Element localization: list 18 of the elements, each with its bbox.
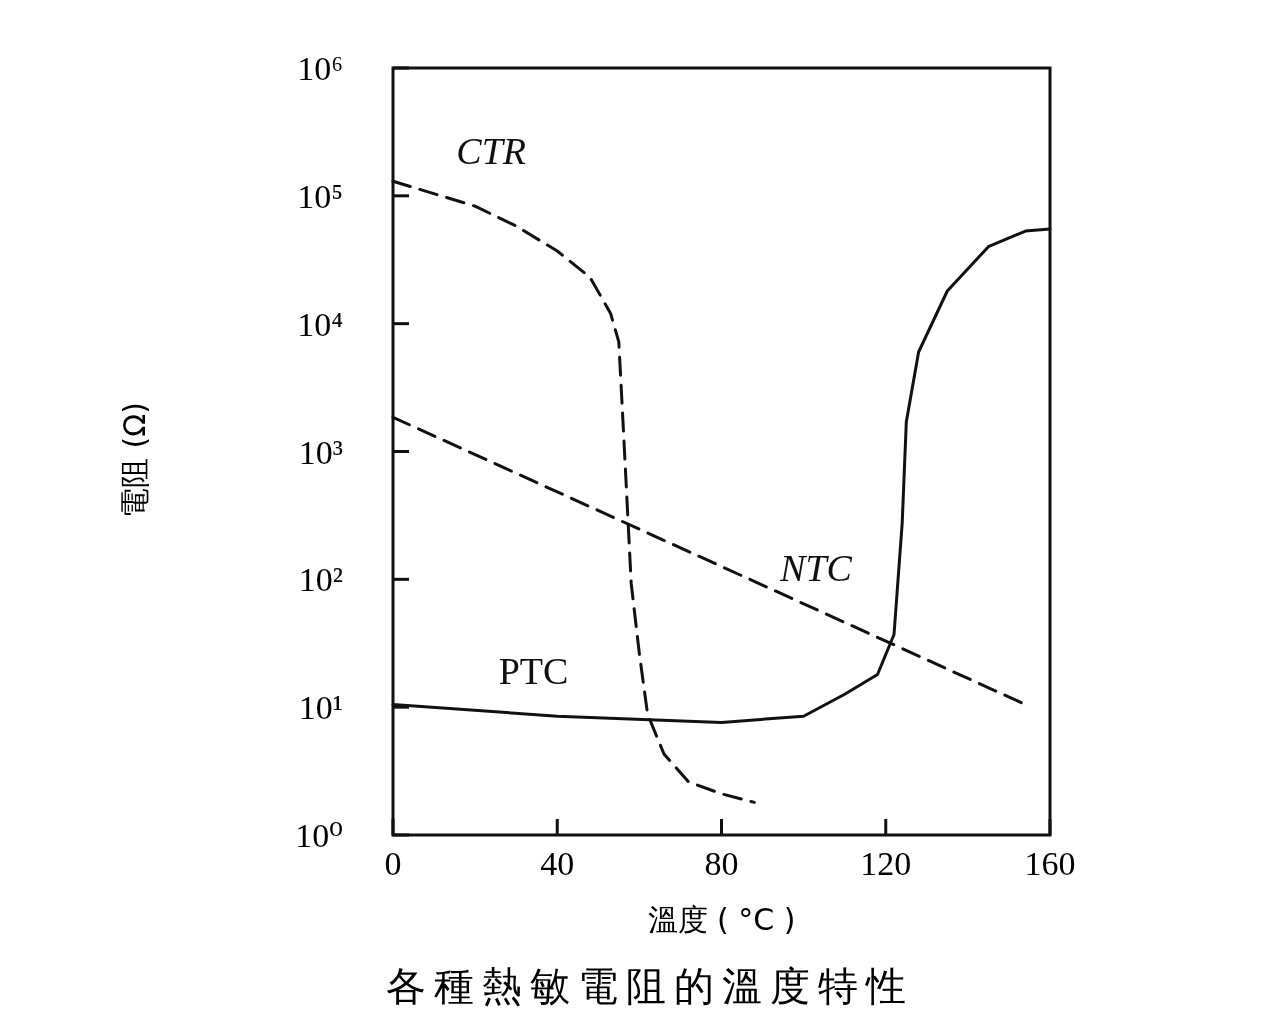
series-label: PTC [498, 650, 569, 693]
y-tick-label: 10⁵ [297, 177, 343, 215]
x-tick-label: 120 [860, 845, 912, 882]
y-tick-label: 10² [298, 561, 343, 599]
y-tick-label: 10⁰ [295, 817, 343, 854]
y-tick-label: 10¹ [298, 689, 343, 727]
y-tick-label: 10³ [298, 433, 343, 471]
y-tick-label: 10⁴ [297, 305, 343, 343]
y-tick-label: 10⁶ [297, 50, 343, 87]
x-tick-label: 160 [1024, 845, 1076, 882]
x-tick-label: 0 [384, 845, 402, 882]
x-tick-label: 80 [704, 845, 739, 882]
series-label: NTC [779, 547, 853, 590]
series-label: CTR [456, 130, 527, 173]
x-tick-label: 40 [540, 845, 575, 882]
y-axis-title: 電阻 (Ω) [117, 402, 152, 518]
x-axis-title: 溫度 ( °C ) [647, 902, 796, 937]
text: 各種熱敏電阻的溫度特性 [386, 963, 914, 1009]
